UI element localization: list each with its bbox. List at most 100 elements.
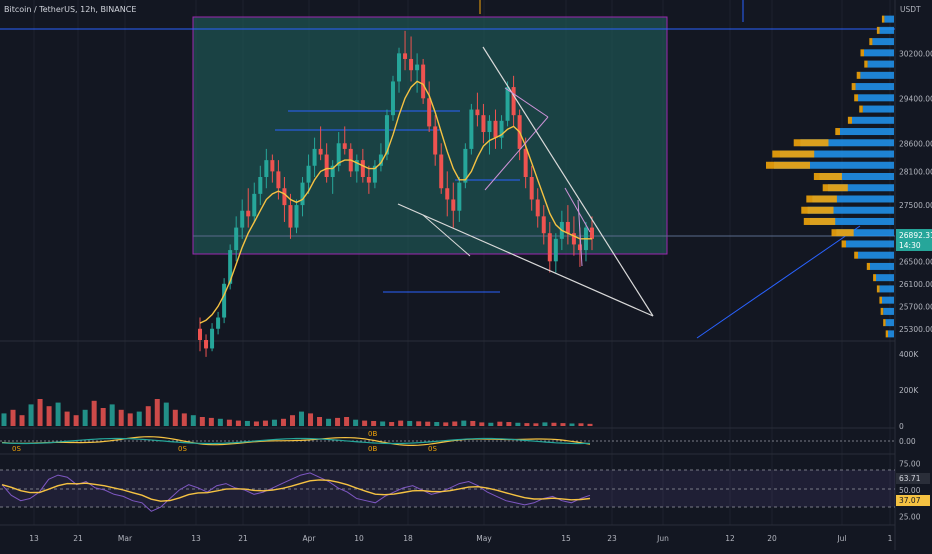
volume-bar xyxy=(208,417,214,426)
candlestick-series xyxy=(198,30,594,357)
candle-body xyxy=(493,120,498,138)
momentum-axis-tick: 0.00 xyxy=(899,437,916,446)
volume-profile-bar xyxy=(812,195,894,203)
volume-profile-bar-outer xyxy=(881,15,885,23)
volume-bar xyxy=(271,419,277,426)
time-axis-tick: Apr xyxy=(303,534,317,543)
candle-body xyxy=(390,81,395,116)
volume-bar xyxy=(506,422,512,426)
signal-marker-label: 0B xyxy=(368,445,377,453)
candle-body xyxy=(330,165,335,177)
volume-bar xyxy=(560,423,566,426)
candle-body xyxy=(276,171,281,189)
volume-bar xyxy=(28,404,34,426)
candle-body xyxy=(469,109,474,149)
volume-profile-bar xyxy=(884,15,894,23)
volume-profile-bar xyxy=(852,116,894,124)
symbol-title[interactable]: Bitcoin / TetherUS, 12h, BINANCE xyxy=(4,5,136,14)
volume-profile-bar-outer xyxy=(801,206,834,214)
volume-profile-bar-outer xyxy=(803,217,836,225)
volume-bar xyxy=(470,420,476,426)
price-axis[interactable]: USDT 30200.00 29400.00 28600.00 28100.00 275… xyxy=(899,5,932,334)
candle-body xyxy=(222,283,227,318)
candle-body xyxy=(445,188,450,200)
volume-profile-bar xyxy=(800,139,894,147)
time-axis-tick: 23 xyxy=(607,534,617,543)
wedge-lower-line[interactable] xyxy=(397,203,654,317)
signal-marker-label: 0S xyxy=(12,445,21,453)
channel-line[interactable] xyxy=(484,116,549,191)
volume-profile-bar-outer xyxy=(766,161,810,169)
volume-bar xyxy=(181,413,187,426)
candle-body xyxy=(499,120,504,138)
range-box[interactable] xyxy=(192,16,668,255)
volume-profile-bar-outer xyxy=(864,60,868,68)
volume-bar xyxy=(569,423,575,426)
volume-bar xyxy=(109,404,115,426)
volume-bar xyxy=(145,406,151,426)
candle-body xyxy=(270,160,275,172)
candle-body xyxy=(198,328,202,340)
signal-marker-label: 0B xyxy=(368,430,377,438)
rsi-ma-tag-value: 37.07 xyxy=(899,496,921,505)
candle-body xyxy=(547,233,552,262)
falling-wedge[interactable] xyxy=(397,46,654,317)
signal-marker-label: 0S xyxy=(428,445,437,453)
candle-body xyxy=(439,154,444,189)
volume-bar xyxy=(82,409,88,426)
candle-body xyxy=(577,244,582,251)
candle-body xyxy=(553,238,558,262)
volume-bar xyxy=(37,399,43,426)
volume-profile-bar xyxy=(858,94,894,102)
volume-profile-bar-outer xyxy=(851,83,856,91)
time-axis-tick: Mar xyxy=(118,534,133,543)
time-axis-tick: Jul xyxy=(836,534,846,543)
candle-body xyxy=(234,227,239,251)
volume-bar xyxy=(587,423,593,426)
volume-bar xyxy=(244,420,250,426)
time-axis-tick: 10 xyxy=(354,534,364,543)
volume-profile-bar xyxy=(882,296,894,304)
volume-profile-bar xyxy=(836,229,894,237)
volume-bar xyxy=(10,409,16,426)
price-axis-tick: 25300.00 xyxy=(899,325,932,334)
oscillator-axis: 0.00 75.00 50.00 25.00 xyxy=(899,437,921,522)
rsi-indicator xyxy=(0,469,895,512)
volume-bar xyxy=(308,413,314,426)
price-axis-unit: USDT xyxy=(900,5,921,14)
price-axis-tick: 26100.00 xyxy=(899,280,932,289)
volume-bar xyxy=(362,420,368,426)
channel-line[interactable] xyxy=(504,87,549,118)
candle-body xyxy=(318,148,323,155)
rsi-value-tags: 63.71 37.07 xyxy=(896,473,930,506)
time-axis-tick: 18 xyxy=(403,534,413,543)
volume-profile-bar xyxy=(862,105,894,113)
volume-profile-bar-outer xyxy=(880,307,884,315)
price-axis-tick: 26500.00 xyxy=(899,257,932,266)
candle-body xyxy=(565,221,570,234)
volume-bar xyxy=(118,409,124,426)
time-axis[interactable]: 13 21 Mar 13 21 Apr 10 18 May 15 23 Jun 12 20 Jul 1 xyxy=(29,534,892,543)
volume-profile-bar xyxy=(807,206,894,214)
candle-body xyxy=(336,143,341,166)
volume-profile-bar xyxy=(840,128,894,136)
candle-body xyxy=(481,115,486,133)
candle-body xyxy=(529,177,534,200)
volume-profile-bar-outer xyxy=(841,240,846,248)
volume-bar xyxy=(479,422,485,426)
wedge-inner-line[interactable] xyxy=(422,214,471,257)
volume-profile-bar-outer xyxy=(831,229,854,237)
volume-profile-bar-outer xyxy=(866,262,870,270)
channel-line[interactable] xyxy=(564,187,591,233)
candle-body xyxy=(457,182,462,211)
trend-ray[interactable] xyxy=(696,225,861,339)
volume-bar xyxy=(253,421,259,426)
channel-line[interactable] xyxy=(577,199,583,267)
volume-profile-bar xyxy=(819,173,894,180)
candle-body xyxy=(571,233,576,245)
price-axis-tick: 27500.00 xyxy=(899,201,932,210)
candle-body xyxy=(252,193,257,217)
volume-profile-bar-outer xyxy=(854,251,858,259)
volume-axis: 400K 200K 0 xyxy=(899,350,919,431)
